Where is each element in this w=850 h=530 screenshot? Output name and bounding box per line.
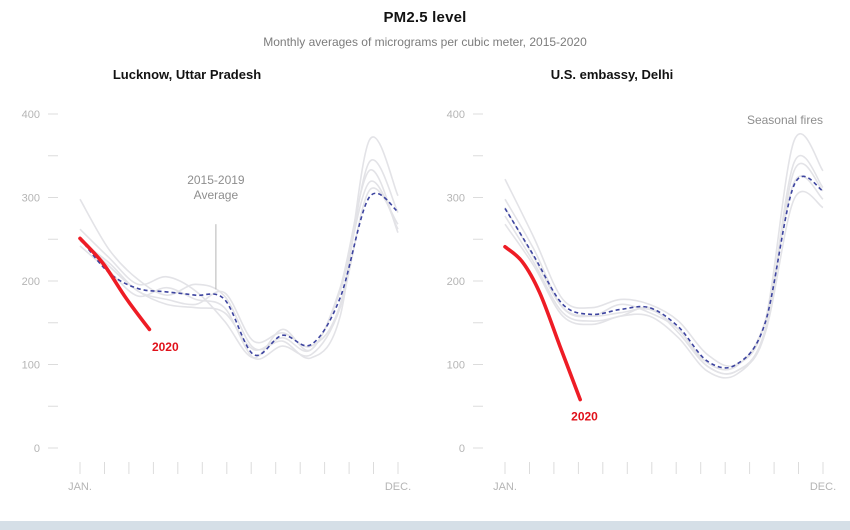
- y-axis-label: 0: [459, 443, 465, 455]
- y-axis-label: 100: [22, 360, 40, 372]
- x-axis-label-jan: JAN.: [493, 481, 517, 493]
- series-year-line: [504, 190, 824, 379]
- y-axis-label: 200: [22, 276, 40, 288]
- average-callout-text: 2015-2019: [187, 173, 245, 187]
- series-year-line: [504, 132, 824, 368]
- chart-panel-delhi: U.S. embassy, Delhi 0 100 200 300 400 JAN. DEC…: [425, 53, 850, 506]
- series-year-line: [79, 180, 399, 353]
- chart-title-delhi: U.S. embassy, Delhi: [550, 67, 674, 82]
- y-axis-label: 400: [22, 109, 40, 121]
- seasonal-fires-annotation: Seasonal fires: [747, 113, 823, 127]
- page-title: PM2.5 level: [383, 9, 467, 26]
- series-current-line: [78, 236, 152, 332]
- y-axis-label: 100: [447, 360, 465, 372]
- delhi-chart-svg: 0 100 200 300 400 JAN. DEC. Seasonal fires 2020: [447, 109, 837, 493]
- charts-row: Lucknow, Uttar Pradesh 0 100 200 300 400 JAN.…: [0, 53, 850, 506]
- y-axis-label: 300: [22, 193, 40, 205]
- series-year-line: [504, 154, 824, 375]
- chart-header: PM2.5 level Monthly averages of microgra…: [0, 0, 850, 49]
- y-axis-label: 400: [447, 109, 465, 121]
- average-callout-text: Average: [194, 188, 239, 202]
- label-2020: 2020: [571, 409, 598, 423]
- chart-title-lucknow: Lucknow, Uttar Pradesh: [112, 67, 262, 82]
- y-axis-label: 200: [447, 276, 465, 288]
- series-current-line: [503, 245, 582, 402]
- chart-panel-lucknow: Lucknow, Uttar Pradesh 0 100 200 300 400 JAN.…: [0, 53, 425, 506]
- series-year-line: [504, 175, 824, 371]
- y-axis-label: 0: [34, 443, 40, 455]
- label-2020: 2020: [152, 340, 179, 354]
- series-average-line: [79, 192, 399, 357]
- series-average-line: [504, 175, 824, 369]
- x-axis-label-dec: DEC.: [810, 481, 836, 493]
- series-year-line: [79, 136, 399, 360]
- x-axis-label-dec: DEC.: [385, 481, 411, 493]
- y-axis-label: 300: [447, 193, 465, 205]
- page-subtitle: Monthly averages of micrograms per cubic…: [263, 35, 587, 49]
- bottom-scrollbar[interactable]: [0, 521, 850, 530]
- x-axis-label-jan: JAN.: [68, 481, 92, 493]
